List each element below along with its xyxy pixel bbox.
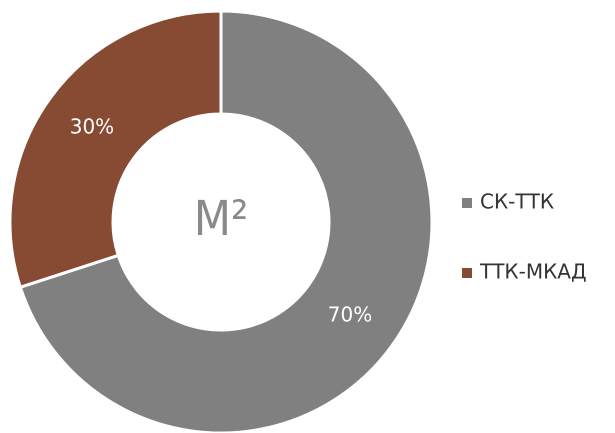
center-label: М²	[194, 191, 249, 247]
legend-label: ТТК-МКАД	[479, 260, 587, 284]
donut-slice	[8, 9, 223, 290]
legend-swatch	[462, 268, 472, 278]
legend-label: СК-ТТК	[480, 190, 554, 214]
legend-swatch	[462, 198, 472, 208]
data-label: 30%	[70, 115, 114, 139]
donut-slice	[18, 9, 434, 433]
data-label: 70%	[328, 302, 372, 326]
